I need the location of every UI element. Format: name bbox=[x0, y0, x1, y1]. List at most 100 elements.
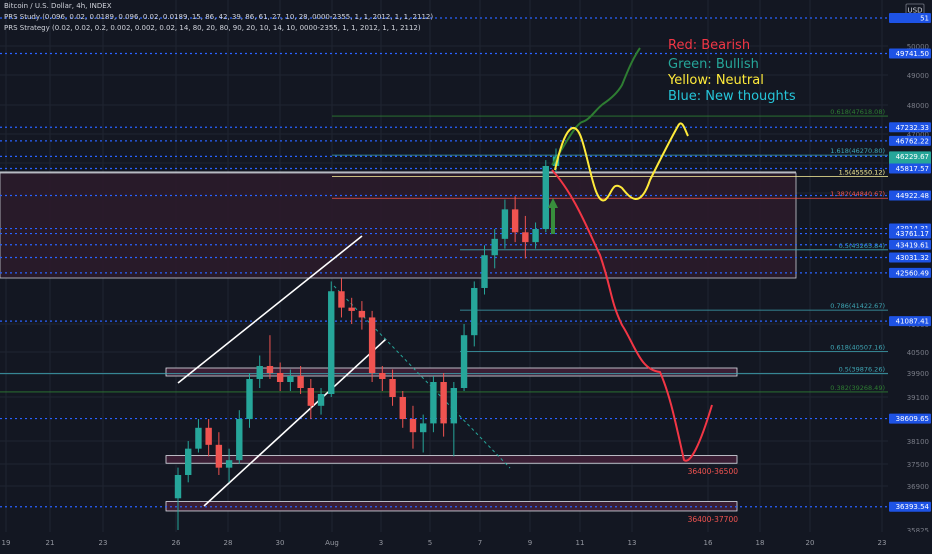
y-tick-label: 47000 bbox=[907, 131, 929, 139]
price-tag-label: 43419.61 bbox=[896, 241, 929, 249]
candle-body[interactable] bbox=[195, 427, 202, 449]
candle-body[interactable] bbox=[246, 379, 253, 419]
x-tick-label: 7 bbox=[478, 539, 482, 547]
x-tick-label: 23 bbox=[878, 539, 887, 547]
price-tag[interactable] bbox=[889, 48, 931, 59]
fib-level-label: 1.382(44840.67) bbox=[830, 190, 885, 198]
candle-body[interactable] bbox=[348, 307, 355, 311]
neutral-scenario-path[interactable] bbox=[554, 122, 689, 202]
y-tick-label: 49000 bbox=[907, 72, 929, 80]
channel-line-lower[interactable] bbox=[203, 338, 387, 507]
candle-body[interactable] bbox=[287, 376, 294, 382]
x-tick-label: 26 bbox=[172, 539, 181, 547]
candle-body[interactable] bbox=[368, 317, 376, 373]
candle-body[interactable] bbox=[379, 373, 386, 379]
symbol-title[interactable]: Bitcoin / U.S. Dollar, 4h, INDEX bbox=[4, 2, 112, 10]
candle-body[interactable] bbox=[409, 419, 417, 433]
x-tick-label: 5 bbox=[428, 539, 432, 547]
candle-body[interactable] bbox=[185, 448, 192, 475]
x-tick-label: 13 bbox=[628, 539, 637, 547]
price-tag-label: 51 bbox=[920, 15, 929, 23]
candle-body[interactable] bbox=[205, 427, 212, 445]
x-tick-label: 28 bbox=[224, 539, 233, 547]
price-tag-label: 43031.32 bbox=[896, 254, 929, 262]
candle-body[interactable] bbox=[450, 388, 458, 424]
support-zone[interactable] bbox=[165, 367, 738, 377]
candle-body[interactable] bbox=[491, 238, 498, 256]
candle-body[interactable] bbox=[501, 209, 509, 239]
price-tag-label: 36393.54 bbox=[896, 503, 930, 511]
candle-body[interactable] bbox=[419, 423, 427, 433]
price-tag[interactable] bbox=[889, 13, 931, 23]
candle-body[interactable] bbox=[399, 397, 406, 419]
candle-body[interactable] bbox=[236, 419, 243, 461]
candle-body[interactable] bbox=[358, 310, 366, 318]
candle-body[interactable] bbox=[511, 209, 519, 233]
candle-body[interactable] bbox=[215, 444, 223, 468]
candle-body[interactable] bbox=[481, 255, 488, 288]
time-axis[interactable] bbox=[0, 532, 932, 550]
candle-body[interactable] bbox=[174, 475, 182, 499]
candle-body[interactable] bbox=[532, 229, 539, 243]
candle-body[interactable] bbox=[256, 366, 263, 379]
price-tag-label: 47232.33 bbox=[896, 124, 929, 132]
channel-line-upper[interactable] bbox=[177, 235, 363, 384]
candle-body[interactable] bbox=[266, 366, 274, 373]
y-tick-label: 37500 bbox=[907, 461, 929, 469]
y-tick-label: 48000 bbox=[907, 102, 929, 110]
y-tick-label: 40500 bbox=[907, 349, 929, 357]
study-indicator-label[interactable]: PRS Study (0.096, 0.02, 0.0189, 0.096, 0… bbox=[4, 13, 434, 21]
candle-body[interactable] bbox=[440, 382, 447, 424]
currency-label[interactable]: USD bbox=[908, 7, 923, 15]
price-tag-label: 45817.57 bbox=[896, 165, 929, 173]
candle-body[interactable] bbox=[338, 291, 345, 308]
candle-body[interactable] bbox=[389, 379, 396, 397]
candle-body[interactable] bbox=[430, 382, 437, 424]
candle-body[interactable] bbox=[297, 376, 304, 388]
price-tag-label: 42560.49 bbox=[896, 269, 929, 277]
price-tag[interactable] bbox=[889, 413, 931, 424]
fib-level-label: 0.5(43265.84) bbox=[839, 242, 885, 250]
x-tick-label: 19 bbox=[2, 539, 11, 547]
x-tick-label: 11 bbox=[576, 539, 585, 547]
price-tag[interactable] bbox=[889, 316, 931, 327]
price-tag[interactable] bbox=[889, 267, 931, 278]
legend-entry: Yellow: Neutral bbox=[667, 73, 764, 88]
y-tick-label: 39100 bbox=[907, 394, 929, 402]
x-tick-label: 3 bbox=[379, 539, 383, 547]
y-tick-label: 50000 bbox=[907, 43, 929, 51]
price-tag[interactable] bbox=[889, 135, 931, 146]
candle-body[interactable] bbox=[460, 335, 468, 388]
price-zone[interactable] bbox=[165, 455, 738, 464]
fib-level-label: 0.382(39268.49) bbox=[830, 384, 885, 392]
price-tag[interactable] bbox=[889, 190, 931, 201]
candle-body[interactable] bbox=[552, 156, 560, 166]
candle-body[interactable] bbox=[225, 460, 233, 468]
candle-body[interactable] bbox=[328, 291, 335, 394]
price-tag-label: 38609.65 bbox=[896, 415, 929, 423]
price-tag[interactable] bbox=[889, 239, 931, 250]
price-tag[interactable] bbox=[889, 122, 931, 133]
x-tick-label: 30 bbox=[276, 539, 285, 547]
legend-entry: Blue: New thoughts bbox=[668, 89, 796, 104]
resistance-box-zone[interactable] bbox=[0, 172, 797, 279]
candle-body[interactable] bbox=[522, 232, 529, 243]
price-tag[interactable] bbox=[889, 163, 931, 174]
strategy-indicator-label[interactable]: PRS Strategy (0.02, 0.02, 0.2, 0.002, 0.… bbox=[4, 24, 421, 32]
y-tick-label: 35825 bbox=[907, 527, 929, 535]
price-tag[interactable] bbox=[889, 501, 931, 512]
price-tag-label: 41087.41 bbox=[896, 318, 929, 326]
bearish-scenario-path[interactable] bbox=[551, 169, 713, 462]
candle-body[interactable] bbox=[317, 394, 325, 406]
candle-body[interactable] bbox=[471, 287, 478, 336]
arrow-up-icon bbox=[548, 198, 558, 234]
candle-body[interactable] bbox=[307, 388, 315, 406]
legend-entry: Red: Bearish bbox=[668, 38, 750, 53]
price-tag-label: 46229.67 bbox=[896, 153, 929, 161]
candle-body[interactable] bbox=[542, 166, 549, 230]
price-tag[interactable] bbox=[889, 252, 931, 263]
candle-body[interactable] bbox=[276, 373, 284, 382]
price-tag[interactable] bbox=[889, 228, 931, 239]
